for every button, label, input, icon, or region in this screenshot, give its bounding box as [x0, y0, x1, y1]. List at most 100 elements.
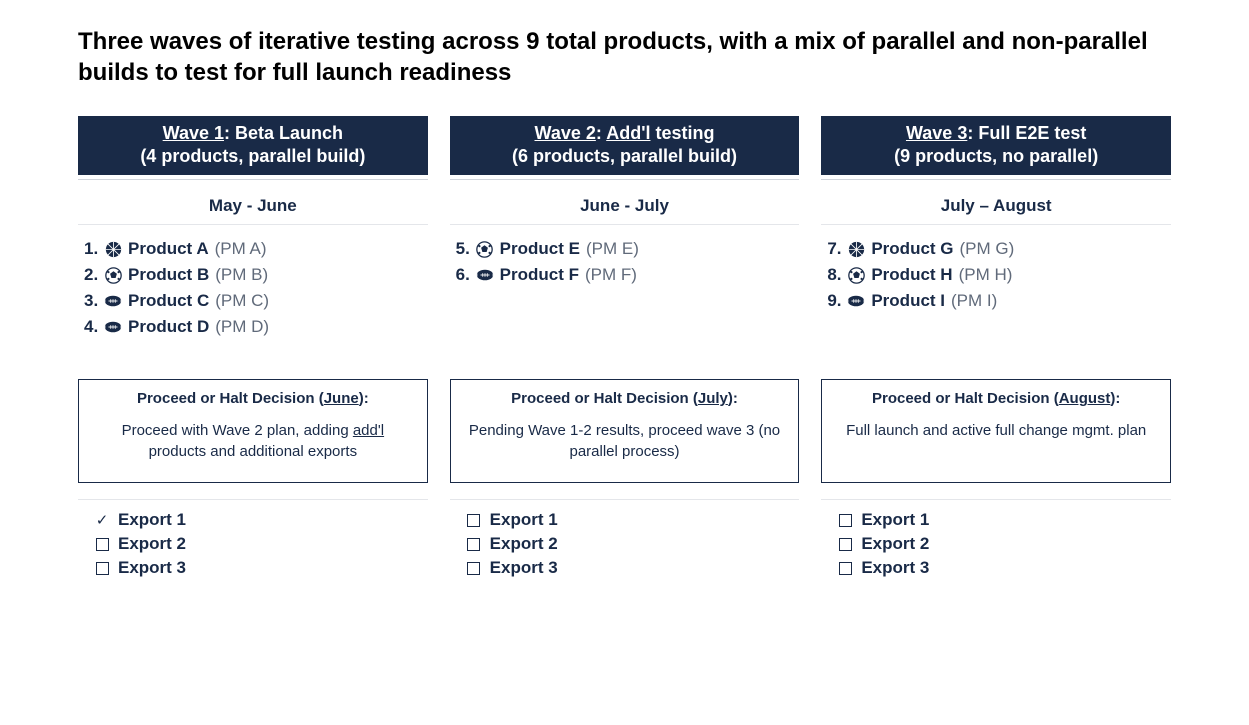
checkbox-empty-icon [94, 538, 110, 551]
product-num: 9. [827, 291, 845, 311]
wave-1-header: Wave 1: Beta Launch (4 products, paralle… [78, 116, 428, 175]
football-icon [104, 318, 122, 336]
decision-body: Full launch and active full change mgmt.… [834, 421, 1158, 441]
export-label: Export 1 [490, 510, 558, 530]
product-name: Product E [500, 239, 580, 259]
product-num: 7. [827, 239, 845, 259]
wave-3-decision: Proceed or Halt Decision (August): Full … [821, 379, 1171, 483]
decision-label: Proceed or Halt Decision ( [511, 390, 698, 407]
product-name: Product I [871, 291, 945, 311]
wave-2-exports: Export 1 Export 2 Export 3 [450, 510, 800, 582]
page-title: Three waves of iterative testing across … [78, 26, 1171, 88]
wave-1-period: May - June [78, 180, 428, 224]
wave-2-period: June - July [450, 180, 800, 224]
wave-3-name: Wave 3 [906, 123, 967, 143]
export-row: Export 3 [466, 558, 800, 578]
decision-body: Proceed with Wave 2 plan, adding add'l p… [91, 421, 415, 462]
soccer-icon [104, 266, 122, 284]
wave-3-period: July – August [821, 180, 1171, 224]
decision-label: Proceed or Halt Decision ( [872, 390, 1059, 407]
export-row: Export 3 [94, 558, 428, 578]
decision-close: ): [728, 390, 738, 407]
product-row: 9. Product I (PM I) [827, 291, 1171, 311]
decision-body-pre: Full launch and active full change mgmt.… [846, 422, 1146, 439]
football-icon [847, 292, 865, 310]
export-label: Export 3 [118, 558, 186, 578]
wave-2-desc-pre: : [596, 123, 606, 143]
export-row: Export 2 [94, 534, 428, 554]
product-name: Product G [871, 239, 953, 259]
wave-1-products: 1.Product A(PM A)2.Product B(PM B)3.Prod… [78, 239, 428, 375]
football-icon [476, 266, 494, 284]
checkbox-empty-icon [837, 538, 853, 551]
decision-body: Pending Wave 1-2 results, proceed wave 3… [463, 421, 787, 462]
divider [78, 499, 428, 500]
decision-month: August [1059, 390, 1111, 407]
product-pm: (PM D) [215, 317, 269, 337]
product-pm: (PM E) [586, 239, 639, 259]
decision-body-post: products and additional exports [149, 443, 357, 460]
checkbox-empty-icon [466, 514, 482, 527]
divider [450, 499, 800, 500]
product-pm: (PM B) [215, 265, 268, 285]
checkbox-empty-icon [837, 514, 853, 527]
divider [78, 224, 428, 225]
decision-close: ): [359, 390, 369, 407]
wave-1-sub: (4 products, parallel build) [82, 145, 424, 168]
product-pm: (PM H) [959, 265, 1013, 285]
divider [821, 499, 1171, 500]
decision-close: ): [1110, 390, 1120, 407]
export-label: Export 1 [861, 510, 929, 530]
product-row: 8. Product H (PM H) [827, 265, 1171, 285]
decision-month: June [324, 390, 359, 407]
wave-3-exports: Export 1 Export 2 Export 3 [821, 510, 1171, 582]
product-pm: (PM I) [951, 291, 997, 311]
export-row: Export 2 [837, 534, 1171, 554]
wave-2-desc-ul: Add'l [606, 123, 650, 143]
decision-month: July [698, 390, 728, 407]
export-label: Export 3 [861, 558, 929, 578]
export-label: Export 3 [490, 558, 558, 578]
divider [821, 224, 1171, 225]
product-pm: (PM G) [960, 239, 1015, 259]
decision-label: Proceed or Halt Decision ( [137, 390, 324, 407]
checkbox-empty-icon [837, 562, 853, 575]
export-row: Export 2 [466, 534, 800, 554]
wave-1-exports: ✓ Export 1 Export 2 Export 3 [78, 510, 428, 582]
decision-body-pre: Proceed with Wave 2 plan, adding [122, 422, 353, 439]
check-icon: ✓ [94, 511, 110, 529]
wave-3-header: Wave 3: Full E2E test (9 products, no pa… [821, 116, 1171, 175]
product-name: Product H [871, 265, 952, 285]
product-num: 8. [827, 265, 845, 285]
product-pm: (PM F) [585, 265, 637, 285]
product-name: Product B [128, 265, 209, 285]
product-num: 5. [456, 239, 474, 259]
product-row: 7. Product G (PM G) [827, 239, 1171, 259]
divider [450, 224, 800, 225]
wave-2-desc-post: testing [650, 123, 714, 143]
soccer-icon [847, 266, 865, 284]
product-name: Product D [128, 317, 209, 337]
export-label: Export 2 [861, 534, 929, 554]
product-num: 2. [84, 265, 102, 285]
wave-3: Wave 3: Full E2E test (9 products, no pa… [821, 116, 1171, 582]
product-pm: (PM A) [215, 239, 267, 259]
wave-2-products: 5.Product E(PM E)6.Product F(PM F) [450, 239, 800, 375]
product-num: 1. [84, 239, 102, 259]
product-row: 2. Product B (PM B) [84, 265, 428, 285]
export-row: Export 3 [837, 558, 1171, 578]
wave-1-name: Wave 1 [163, 123, 224, 143]
basketball-icon [847, 240, 865, 258]
wave-3-sub: (9 products, no parallel) [825, 145, 1167, 168]
football-icon [104, 292, 122, 310]
export-label: Export 1 [118, 510, 186, 530]
wave-3-desc: : Full E2E test [967, 123, 1086, 143]
decision-body-pre: Pending Wave 1-2 results, proceed wave 3… [469, 422, 780, 459]
basketball-icon [104, 240, 122, 258]
wave-2-name: Wave 2 [535, 123, 596, 143]
wave-1: Wave 1: Beta Launch (4 products, paralle… [78, 116, 428, 582]
product-row: 4.Product D(PM D) [84, 317, 428, 337]
wave-2-decision: Proceed or Halt Decision (July): Pending… [450, 379, 800, 483]
product-row: 3.Product C(PM C) [84, 291, 428, 311]
export-label: Export 2 [490, 534, 558, 554]
